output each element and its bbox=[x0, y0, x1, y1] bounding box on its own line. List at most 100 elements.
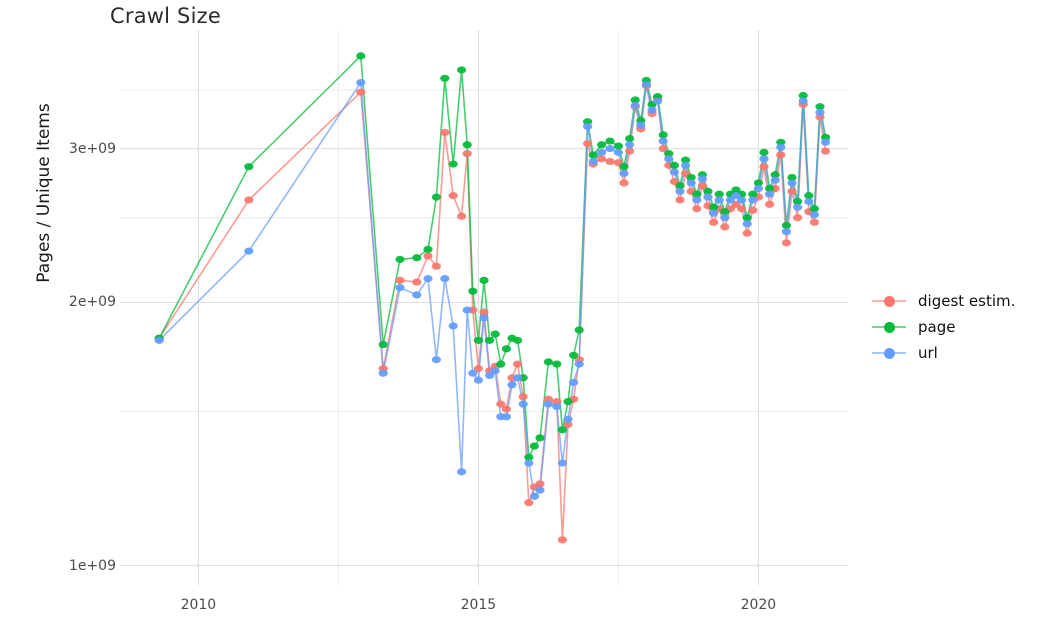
data-point bbox=[630, 96, 640, 104]
data-point bbox=[524, 453, 534, 461]
data-point bbox=[664, 150, 674, 158]
data-point bbox=[821, 147, 831, 155]
data-point bbox=[479, 314, 489, 322]
data-point bbox=[776, 151, 786, 159]
data-point bbox=[588, 151, 598, 159]
data-point bbox=[479, 308, 489, 316]
data-point bbox=[563, 415, 573, 423]
data-point bbox=[793, 214, 803, 222]
data-point bbox=[448, 322, 458, 330]
x-minor-gridlines bbox=[337, 30, 619, 585]
data-point bbox=[619, 163, 629, 171]
data-point bbox=[720, 223, 730, 231]
data-point bbox=[605, 157, 615, 166]
data-point bbox=[697, 182, 708, 190]
data-point bbox=[787, 179, 797, 187]
data-point bbox=[569, 351, 579, 359]
data-point bbox=[479, 276, 489, 284]
data-point bbox=[809, 211, 820, 219]
data-point bbox=[809, 218, 820, 226]
data-point bbox=[681, 161, 691, 169]
legend-item-digest-estim[interactable]: digest estim. bbox=[872, 288, 1052, 314]
data-point bbox=[457, 212, 467, 220]
data-point bbox=[630, 101, 640, 110]
data-point bbox=[543, 395, 553, 403]
data-point bbox=[798, 91, 808, 100]
data-point bbox=[753, 184, 764, 193]
data-point bbox=[742, 229, 752, 237]
data-point bbox=[244, 247, 254, 255]
data-point bbox=[490, 367, 500, 375]
data-point bbox=[574, 326, 584, 334]
data-point bbox=[473, 336, 483, 344]
data-point bbox=[431, 193, 441, 201]
data-point bbox=[552, 398, 562, 406]
legend-dot-swatch bbox=[884, 296, 895, 307]
data-point bbox=[731, 192, 741, 200]
data-point bbox=[658, 137, 668, 145]
data-point bbox=[431, 262, 441, 270]
data-point bbox=[378, 369, 388, 377]
data-point bbox=[485, 336, 495, 344]
data-point bbox=[462, 150, 472, 158]
data-point bbox=[725, 196, 736, 204]
data-point bbox=[448, 192, 458, 200]
data-point bbox=[681, 156, 691, 164]
data-point bbox=[552, 403, 562, 411]
data-point bbox=[714, 196, 724, 204]
x-tick-label: 2010 bbox=[180, 597, 217, 613]
data-point bbox=[462, 306, 472, 314]
data-point bbox=[513, 374, 523, 382]
data-point bbox=[597, 148, 607, 156]
legend-item-page[interactable]: page bbox=[872, 314, 1052, 340]
legend-dot-swatch bbox=[884, 322, 895, 333]
data-point bbox=[636, 121, 646, 129]
data-point bbox=[501, 345, 511, 353]
data-point bbox=[697, 175, 708, 183]
data-point bbox=[552, 360, 562, 368]
data-point bbox=[748, 196, 758, 204]
data-point bbox=[669, 168, 680, 176]
data-point bbox=[605, 137, 615, 145]
legend-item-url[interactable]: url bbox=[872, 340, 1052, 366]
data-point bbox=[709, 218, 719, 226]
data-point bbox=[765, 190, 775, 198]
data-point bbox=[448, 160, 458, 168]
data-point bbox=[821, 138, 831, 146]
data-point bbox=[692, 190, 702, 198]
data-point bbox=[787, 173, 797, 182]
data-point bbox=[423, 245, 433, 254]
data-point bbox=[518, 393, 528, 401]
data-point bbox=[440, 74, 450, 82]
data-point bbox=[473, 365, 483, 373]
data-point bbox=[675, 196, 685, 204]
data-point bbox=[804, 197, 814, 206]
data-point bbox=[675, 187, 685, 195]
plot-svg bbox=[120, 30, 848, 585]
legend: digest estim. page url bbox=[872, 288, 1052, 366]
data-point bbox=[244, 163, 254, 171]
data-point bbox=[781, 221, 792, 230]
data-point bbox=[703, 187, 713, 195]
data-point bbox=[625, 141, 635, 149]
data-point bbox=[513, 360, 523, 368]
data-point bbox=[686, 173, 696, 182]
data-point bbox=[462, 141, 472, 149]
series-line-digest-estim bbox=[158, 84, 827, 541]
data-point bbox=[686, 179, 696, 187]
data-point bbox=[765, 200, 775, 208]
data-point bbox=[518, 400, 528, 408]
data-point bbox=[815, 108, 825, 116]
data-point bbox=[583, 139, 593, 148]
data-point bbox=[647, 106, 657, 114]
data-point bbox=[605, 144, 615, 153]
legend-key-icon bbox=[872, 343, 906, 363]
legend-item-label: url bbox=[918, 344, 938, 362]
legend-item-label: digest estim. bbox=[918, 292, 1016, 310]
data-point bbox=[748, 206, 758, 214]
data-point bbox=[737, 196, 747, 204]
series-line-page bbox=[158, 55, 827, 459]
series-lines bbox=[158, 55, 827, 541]
x-tick-label: 2015 bbox=[460, 597, 497, 613]
